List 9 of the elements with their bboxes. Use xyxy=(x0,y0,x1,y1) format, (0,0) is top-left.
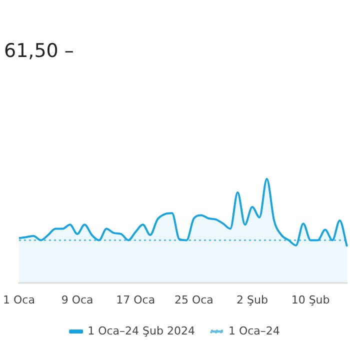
legend-label: 1 Oca–24 xyxy=(228,324,280,338)
x-tick-label: 1 Oca xyxy=(2,293,35,306)
chart-title: 61,50 – xyxy=(4,40,74,62)
legend-label: 1 Oca–24 Şub 2024 xyxy=(88,324,195,338)
x-tick-label: 17 Oca xyxy=(116,293,156,306)
x-tick-label: 25 Oca xyxy=(174,293,214,306)
x-tick-label: 10 Şub xyxy=(291,293,330,306)
x-tick-label: 2 Şub xyxy=(236,293,268,306)
x-tick-label: 9 Oca xyxy=(61,293,94,306)
